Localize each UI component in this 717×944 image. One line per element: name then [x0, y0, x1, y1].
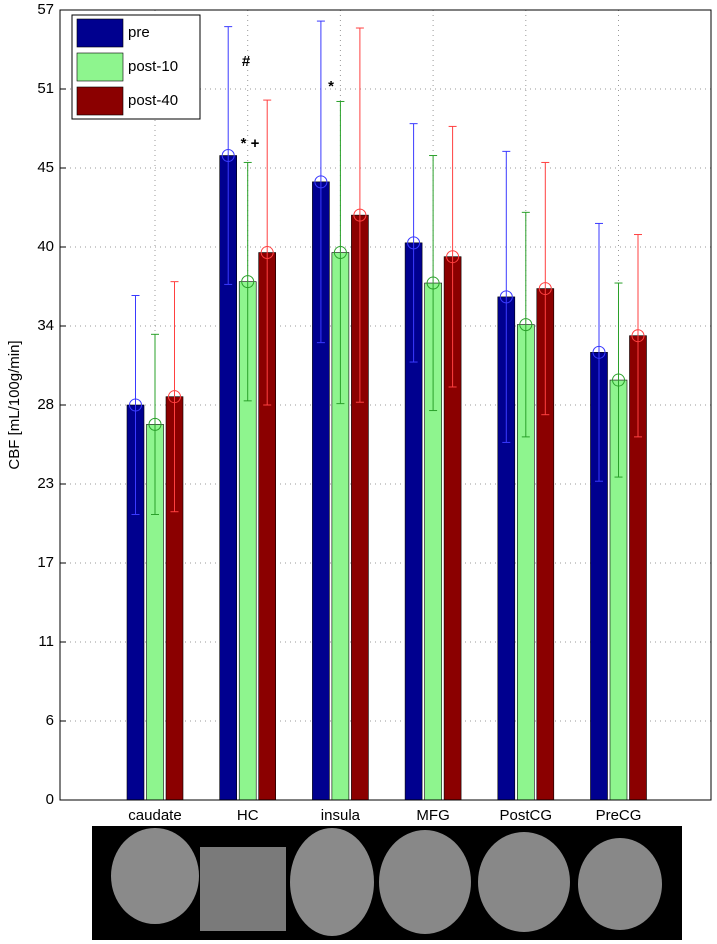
mean-marker: [221, 149, 235, 163]
y-tick-label: 6: [46, 712, 54, 729]
annotation: * +: [241, 135, 260, 152]
brain-image: [111, 828, 199, 924]
y-axis-label: CBF [mL/100g/min]: [6, 340, 23, 469]
brain-image: [290, 828, 374, 936]
y-tick-label: 28: [37, 396, 54, 413]
legend-swatch: [76, 52, 124, 82]
mean-marker: [499, 290, 513, 304]
brain-image: [379, 830, 471, 934]
mean-marker: [612, 373, 625, 387]
mean-marker: [333, 246, 347, 260]
annotation: #: [242, 53, 251, 70]
y-tick-label: 40: [37, 238, 54, 255]
brain-image: [478, 832, 570, 932]
mean-marker: [631, 329, 645, 343]
mean-marker: [519, 318, 533, 332]
mean-marker: [314, 175, 328, 189]
mean-marker: [446, 250, 460, 264]
brain-images: [92, 826, 682, 940]
x-tick-label: PreCG: [596, 807, 642, 824]
x-tick-label: insula: [321, 807, 361, 824]
mean-marker: [407, 236, 421, 250]
mean-marker: [241, 275, 255, 289]
legend-swatch: [76, 18, 124, 48]
x-tick-label: PostCG: [500, 807, 553, 824]
mean-marker: [426, 276, 440, 290]
legend-label: post-10: [128, 58, 178, 75]
y-tick-label: 23: [37, 475, 54, 492]
x-tick-label: MFG: [416, 807, 449, 824]
annotation: *: [328, 78, 334, 95]
x-tick-label: caudate: [128, 807, 181, 824]
legend-label: pre: [128, 24, 150, 41]
mean-marker: [168, 390, 181, 404]
brain-image: [578, 838, 662, 930]
mean-marker: [148, 417, 162, 431]
mean-marker: [353, 208, 367, 222]
y-tick-label: 34: [37, 317, 54, 334]
y-tick-label: 51: [37, 80, 54, 97]
mean-marker: [129, 398, 142, 412]
axes-frame: [59, 9, 712, 801]
y-tick-label: 57: [37, 1, 54, 18]
y-tick-label: 11: [38, 633, 54, 650]
legend-swatch: [76, 86, 124, 116]
y-tick-label: 17: [37, 554, 54, 571]
legend-label: post-40: [128, 92, 178, 109]
mean-marker: [538, 282, 552, 296]
y-tick-label: 0: [46, 791, 54, 808]
x-tick-label: HC: [237, 807, 259, 824]
mean-marker: [592, 345, 606, 359]
brain-image: [200, 847, 286, 931]
mean-marker: [260, 246, 274, 260]
y-tick-label: 45: [37, 159, 54, 176]
